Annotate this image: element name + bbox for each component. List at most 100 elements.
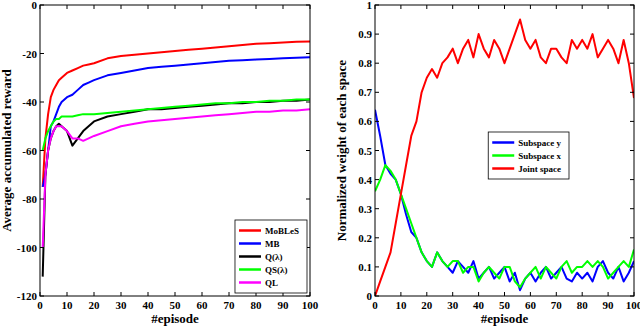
y-tick	[630, 5, 634, 6]
legend-box	[235, 220, 307, 293]
x-tick	[229, 5, 230, 9]
y-tick	[306, 53, 310, 54]
x-tick-label: 70	[551, 299, 563, 311]
legend-label: Q(λ)	[265, 252, 282, 262]
x-tick	[504, 292, 505, 296]
y-tick-label: 0.3	[358, 203, 372, 215]
x-tick	[426, 5, 427, 9]
y-tick	[306, 5, 310, 6]
legend-swatch	[492, 167, 514, 170]
legend-label: MB	[265, 239, 280, 249]
legend-label: Joint space	[518, 164, 561, 174]
chart-panel: 0102030405060708090100-120-100-80-60-40-…	[0, 0, 319, 326]
legend-label: Subspace x	[518, 151, 561, 161]
x-tick	[530, 5, 531, 9]
y-tick	[306, 150, 310, 151]
x-tick-label: 80	[577, 299, 589, 311]
y-tick-label: -20	[22, 48, 37, 60]
legend-swatch	[492, 154, 514, 157]
x-tick	[94, 292, 95, 296]
y-tick	[375, 92, 379, 93]
y-tick	[630, 266, 634, 267]
y-tick	[375, 237, 379, 238]
series-line	[375, 110, 634, 290]
x-tick	[40, 292, 41, 296]
x-tick	[67, 5, 68, 9]
x-tick	[452, 292, 453, 296]
figure: 0102030405060708090100-120-100-80-60-40-…	[0, 0, 640, 326]
x-tick-label: 0	[37, 299, 43, 311]
x-tick	[556, 5, 557, 9]
plot-background	[375, 5, 634, 296]
x-tick	[582, 5, 583, 9]
x-tick	[634, 5, 635, 9]
x-tick	[400, 292, 401, 296]
x-tick-label: 90	[603, 299, 615, 311]
y-tick	[630, 63, 634, 64]
x-tick	[67, 292, 68, 296]
x-tick	[40, 5, 41, 9]
y-tick	[630, 237, 634, 238]
x-tick	[310, 292, 311, 296]
legend-swatch	[239, 281, 261, 284]
y-tick-label: 0.2	[358, 232, 372, 244]
x-tick-label: 10	[62, 299, 74, 311]
y-tick	[375, 296, 379, 297]
y-axis-label: Normalized weight of each space	[334, 60, 349, 241]
plot-frame	[40, 5, 310, 296]
x-tick-label: 100	[302, 299, 319, 311]
x-tick	[229, 292, 230, 296]
y-tick-label: 0.1	[358, 261, 372, 273]
x-tick-label: 40	[473, 299, 485, 311]
x-tick-label: 60	[525, 299, 537, 311]
x-tick	[608, 5, 609, 9]
series-line	[375, 165, 634, 287]
x-tick	[175, 5, 176, 9]
legend-swatch	[239, 229, 261, 232]
x-tick-label: 20	[421, 299, 433, 311]
y-tick	[306, 199, 310, 200]
x-tick-label: 0	[372, 299, 378, 311]
y-tick	[306, 296, 310, 297]
x-tick	[175, 292, 176, 296]
series-line	[43, 41, 310, 187]
y-tick	[40, 296, 44, 297]
y-axis-label: Average accumulated reward	[0, 68, 14, 231]
legend-label: QS(λ)	[265, 265, 287, 275]
x-tick	[478, 292, 479, 296]
y-tick	[630, 121, 634, 122]
y-tick-label: 0.9	[358, 28, 372, 40]
y-tick-label: 0.8	[358, 57, 372, 69]
x-tick	[400, 5, 401, 9]
x-tick	[426, 292, 427, 296]
y-tick	[375, 179, 379, 180]
y-tick	[40, 199, 44, 200]
y-tick	[375, 208, 379, 209]
x-axis-label: #episode	[481, 311, 529, 326]
x-tick	[530, 292, 531, 296]
x-tick	[608, 292, 609, 296]
x-tick-label: 90	[278, 299, 290, 311]
y-tick-label: 0.4	[358, 174, 372, 186]
series-group	[43, 41, 310, 276]
y-tick	[375, 63, 379, 64]
series-line	[375, 20, 634, 296]
y-tick-label: 0.5	[358, 145, 372, 157]
series-line	[43, 100, 310, 151]
x-tick-label: 100	[626, 299, 640, 311]
x-tick	[202, 292, 203, 296]
x-tick	[256, 5, 257, 9]
series-line	[43, 57, 310, 187]
y-tick-label: -80	[22, 193, 37, 205]
x-tick	[504, 5, 505, 9]
y-tick	[40, 150, 44, 151]
x-tick-label: 30	[447, 299, 459, 311]
y-tick	[375, 34, 379, 35]
legend-swatch	[239, 242, 261, 245]
legend-box	[488, 132, 569, 179]
x-tick-label: 50	[499, 299, 511, 311]
x-tick	[478, 5, 479, 9]
y-tick	[630, 296, 634, 297]
y-tick	[630, 34, 634, 35]
x-tick	[452, 5, 453, 9]
